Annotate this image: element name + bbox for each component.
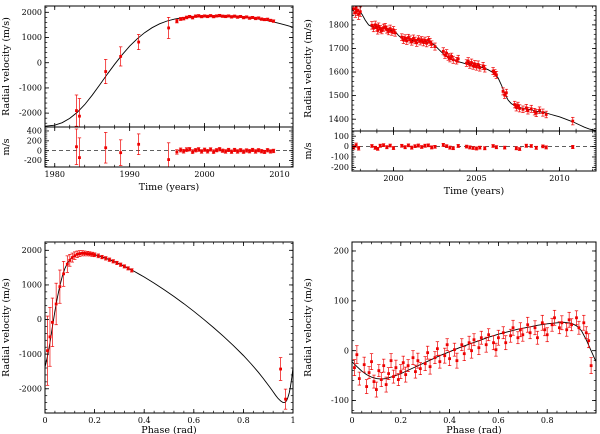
data-points <box>74 128 276 167</box>
y-tick-label: 2000 <box>22 8 42 17</box>
y-tick-label: 0 <box>344 142 349 151</box>
y-tick-label: 400 <box>27 127 42 136</box>
y-tick-label: -100 <box>331 396 349 405</box>
x-tick-label: 2000 <box>194 170 214 179</box>
y-tick-label: 0 <box>37 315 42 324</box>
residual-axis-title: m/s <box>1 138 12 155</box>
main-plot-area <box>352 309 596 398</box>
axis-ticks <box>44 242 294 413</box>
x-tick-label: 0 <box>42 416 47 425</box>
y-tick-label: -1000 <box>19 84 42 93</box>
axes-box <box>351 241 597 414</box>
axes-box <box>351 130 597 172</box>
axes-box <box>44 241 294 414</box>
axes-box <box>351 5 597 132</box>
x-tick-label: 0.2 <box>394 416 407 425</box>
model-curve <box>352 321 596 380</box>
x-tick-label: 1980 <box>45 170 65 179</box>
x-tick-label: 0.2 <box>88 416 101 425</box>
y-tick-label: 1800 <box>329 20 349 29</box>
x-tick-label: 0 <box>349 416 354 425</box>
y-tick-label: -200 <box>331 163 349 172</box>
data-points <box>352 309 593 398</box>
main-plot-area <box>45 13 293 127</box>
axis-ticks <box>45 6 293 127</box>
data-points <box>45 250 288 410</box>
x-axis-title: Phase (rad) <box>446 425 501 434</box>
y-tick-label: 1500 <box>329 91 349 100</box>
y-tick-label: -2000 <box>19 384 42 393</box>
y-tick-label: 100 <box>334 132 349 141</box>
residual-plot-area <box>352 142 596 151</box>
y-tick-label: -100 <box>331 153 349 162</box>
x-tick-label: 2000 <box>383 174 403 183</box>
y-tick-label: 200 <box>27 136 42 145</box>
axes-box <box>44 5 294 128</box>
x-tick-label: 2010 <box>269 170 289 179</box>
y-tick-label: -1000 <box>19 350 42 359</box>
y-axis-title: Radial velocity (m/s) <box>1 278 12 377</box>
y-tick-label: 1000 <box>22 281 42 290</box>
chart-rv-vs-phase-short-period: -100 0 100 200 0 0.2 0.4 0.6 0.8 Phase (rad) Radia… <box>303 241 597 434</box>
x-tick-label: 2010 <box>549 174 569 183</box>
model-curve <box>45 15 293 127</box>
y-tick-label: 0 <box>37 146 42 155</box>
x-tick-label: 0.6 <box>492 416 505 425</box>
data-points <box>352 142 575 151</box>
x-tick-label: 0.8 <box>541 416 554 425</box>
residual-axis-title: m/s <box>303 142 314 159</box>
x-tick-label: 0.6 <box>187 416 200 425</box>
y-axis-title: Radial velocity (m/s) <box>303 19 314 118</box>
x-tick-label: 0.4 <box>138 416 151 425</box>
x-axis-title: Time (years) <box>139 182 200 193</box>
x-axis-title: Phase (rad) <box>141 425 196 434</box>
x-tick-label: 0.8 <box>237 416 250 425</box>
main-plot-area <box>352 6 596 131</box>
y-tick-label: -200 <box>24 156 42 165</box>
y-tick-label: 1400 <box>329 115 349 124</box>
axes-box <box>44 126 294 168</box>
x-tick-label: 0.4 <box>443 416 456 425</box>
data-points <box>74 13 276 127</box>
x-tick-label: 1990 <box>119 170 139 179</box>
model-curve <box>45 252 293 404</box>
x-tick-label: 2005 <box>466 174 486 183</box>
y-tick-label: 1000 <box>22 33 42 42</box>
x-tick-label: 1 <box>290 416 295 425</box>
x-axis-title: Time (years) <box>444 186 505 197</box>
axis-ticks <box>45 126 293 167</box>
y-tick-label: 2000 <box>22 246 42 255</box>
y-tick-label: 100 <box>334 296 349 305</box>
main-plot-area <box>45 250 293 410</box>
y-tick-label: 1700 <box>329 44 349 53</box>
y-tick-label: 200 <box>334 247 349 256</box>
axis-ticks <box>352 131 596 171</box>
y-tick-label: -2000 <box>19 109 42 118</box>
y-axis-title: Radial velocity (m/s) <box>303 278 314 377</box>
y-tick-label: 0 <box>37 58 42 67</box>
axis-ticks <box>351 242 597 413</box>
chart-rv-vs-phase-long-period: -2000 -1000 0 1000 2000 0 0.2 0.4 0.6 0.8 1 Phase (… <box>1 241 296 434</box>
residual-plot-area <box>45 128 293 167</box>
y-tick-label: 1600 <box>329 68 349 77</box>
axis-ticks <box>352 5 596 131</box>
data-points <box>352 6 575 126</box>
y-tick-label: 0 <box>344 346 349 355</box>
y-axis-title: Radial velocity (m/s) <box>1 17 12 116</box>
